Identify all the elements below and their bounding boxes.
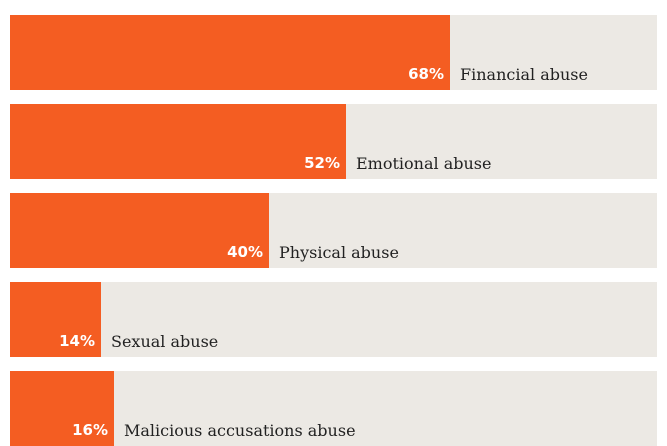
category-label: Sexual abuse xyxy=(111,332,219,351)
bar-value-label: 52% xyxy=(304,154,340,172)
bar-row: 68% Financial abuse xyxy=(10,15,657,90)
bar-value-label: 16% xyxy=(72,421,108,439)
category-label: Emotional abuse xyxy=(356,154,492,173)
bar: 14% xyxy=(10,282,101,357)
category-label: Malicious accusations abuse xyxy=(124,421,356,440)
bar-row: 40% Physical abuse xyxy=(10,193,657,268)
bar: 40% xyxy=(10,193,269,268)
bar: 16% xyxy=(10,371,114,446)
category-label: Physical abuse xyxy=(279,243,399,262)
bar: 52% xyxy=(10,104,346,179)
bar-row: 16% Malicious accusations abuse xyxy=(10,371,657,446)
bar: 68% xyxy=(10,15,450,90)
bar-value-label: 40% xyxy=(227,243,263,261)
category-label: Financial abuse xyxy=(460,65,588,84)
bar-value-label: 14% xyxy=(59,332,95,350)
bar-row: 52% Emotional abuse xyxy=(10,104,657,179)
bar-row: 14% Sexual abuse xyxy=(10,282,657,357)
bar-value-label: 68% xyxy=(408,65,444,83)
